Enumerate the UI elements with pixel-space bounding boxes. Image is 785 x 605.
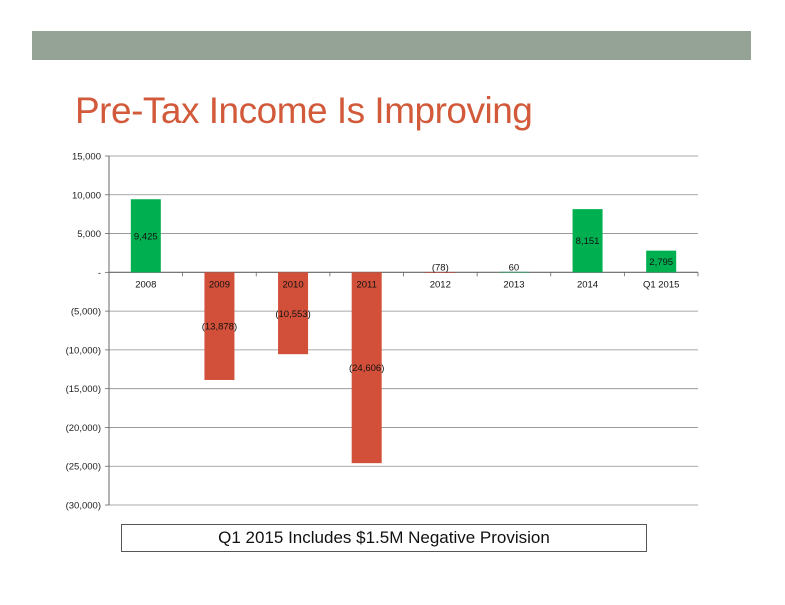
y-tick-label: (10,000) [66,345,101,356]
x-category-label: 2012 [430,279,451,290]
data-label: 8,151 [576,236,600,247]
x-category-label: 2013 [503,279,524,290]
x-category-label: 2011 [356,279,376,290]
data-label: 60 [509,262,520,273]
provision-note-box: Q1 2015 Includes $1.5M Negative Provisio… [121,524,647,552]
data-label: 2,795 [649,257,673,268]
y-tick-label: (30,000) [66,501,101,512]
x-category-label: 2009 [209,279,230,290]
y-tick-label: 5,000 [77,229,101,240]
x-category-label: Q1 2015 [643,279,679,290]
bar-q1-2015 [646,250,677,273]
y-tick-label: (5,000) [71,307,101,318]
bar-2012 [425,272,456,273]
data-label: (78) [432,262,449,273]
data-label: (24,606) [349,363,384,374]
bar-2014 [572,209,603,273]
bar-2013 [498,271,529,273]
y-tick-label: (20,000) [66,423,101,434]
x-category-label: 2008 [135,279,156,290]
provision-note-text: Q1 2015 Includes $1.5M Negative Provisio… [218,528,550,547]
bar-2011 [351,272,382,464]
data-label: (13,878) [202,322,237,333]
data-label: 9,425 [134,231,158,242]
y-tick-label: - [98,268,101,279]
bar-2010 [278,272,309,355]
x-category-label: 2014 [577,279,598,290]
header-bar [32,31,751,60]
x-category-label: 2010 [282,279,303,290]
y-tick-label: 15,000 [72,152,101,163]
data-label: (10,553) [275,309,310,320]
bar-2009 [204,272,235,380]
y-tick-label: (15,000) [66,384,101,395]
y-tick-label: (25,000) [66,462,101,473]
bar-2008 [130,199,161,273]
slide-title: Pre-Tax Income Is Improving [75,90,533,131]
y-tick-label: 10,000 [72,190,101,201]
